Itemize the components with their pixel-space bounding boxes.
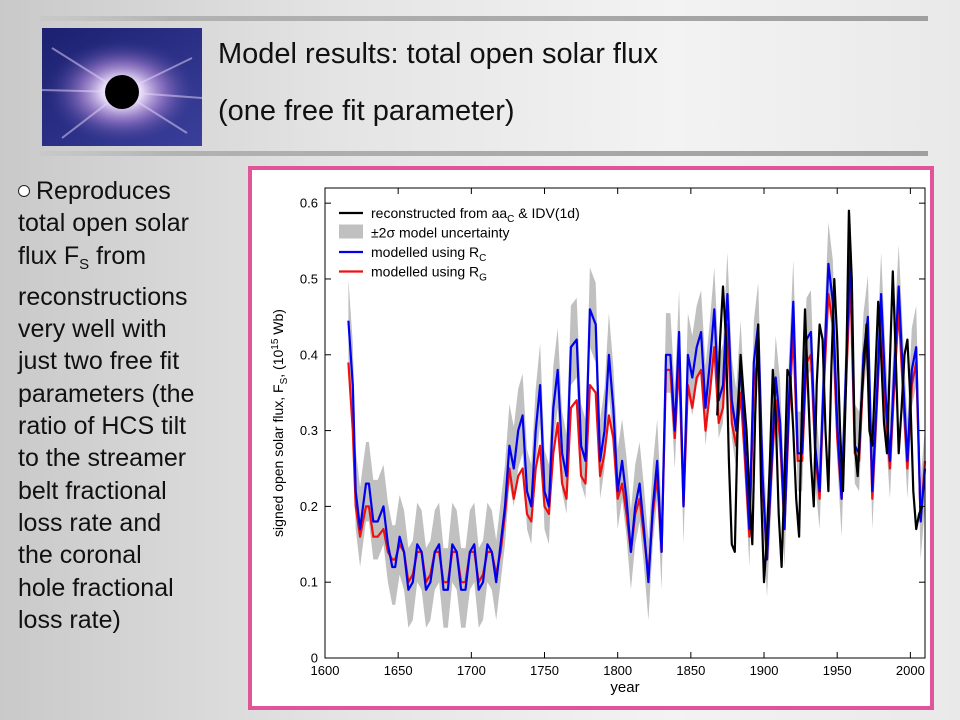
slide-title: Model results: total open solar flux (on… [218,26,918,140]
y-tick-label: 0 [311,651,318,666]
y-tick-label: 0.4 [300,347,318,362]
open-flux-chart: 1600 1650 1700 1750 1800 1850 1900 1950 2000 0 0.1… [270,187,927,696]
legend-label: reconstructed from aaC & IDV(1d) [371,205,580,225]
legend-label: ±2σ model uncertainty [371,225,510,241]
bullet-line: loss rate and [18,508,162,537]
legend-label-suffix: & IDV(1d) [514,205,579,221]
legend-label: modelled using RG [371,264,487,284]
x-tick-label: 1700 [457,663,486,678]
bullet-line: to the streamer [18,444,187,473]
title-rule-bottom [40,151,928,156]
flux-subscript: S [79,255,90,273]
x-tick-label: 1600 [311,663,340,678]
bullet-line: the coronal [18,541,142,570]
series-line [347,247,927,591]
bullet-line: total open solar [18,209,189,238]
legend-label-text: ±2σ model uncertainty [371,225,510,241]
bullet-line: loss rate) [18,605,121,634]
chart-frame: 1600 1650 1700 1750 1800 1850 1900 1950 2000 0 0.1… [248,166,934,710]
x-tick-label: 1800 [603,663,632,678]
bullet-line: just two free fit [18,347,180,376]
title-line-1: Model results: total open solar flux [218,38,659,70]
x-tick-label: 2000 [896,663,925,678]
bullet-line: Reproduces [36,177,171,205]
x-tick-label: 1900 [750,663,779,678]
bullet-line: reconstructions [18,282,188,311]
y-tick-label: 0.1 [300,575,318,590]
legend-label-subscript: C [479,253,486,264]
y-axis-label: signed open solar flux, FS, (1015 Wb) [270,309,290,537]
series-line [716,209,924,584]
x-tick-label: 1650 [384,663,413,678]
y-tick-label: 0.3 [300,423,318,438]
title-line-2: (one free fit parameter) [218,95,515,127]
corona-graphic [42,28,202,146]
bullet-line: very well with [18,315,167,344]
bullet-line: ratio of HCS tilt [18,412,187,441]
y-tick-label: 0.5 [300,271,318,286]
uncertainty-band [348,207,925,628]
y-axis-label-part: , (10 [270,350,286,378]
y-axis-label-part: signed open solar flux, F [270,384,286,537]
x-axis-label: year [610,679,639,696]
bullet-line: parameters (the [18,379,195,408]
y-axis-label-part: 15 [270,338,281,350]
legend-label-text: modelled using R [371,244,479,260]
legend-label-subscript: G [479,273,487,284]
legend-label: modelled using RC [371,244,486,264]
bullet-icon [18,185,30,197]
bullet-paragraph: Reproduces total open solar flux FS from… [18,175,250,636]
legend-label-text: modelled using R [371,264,479,280]
bullet-line: flux F [18,241,80,270]
y-axis-label-part: Wb) [270,309,286,339]
title-rule-top [40,16,928,21]
bullet-line: hole fractional [18,573,174,602]
y-tick-label: 0.6 [300,196,318,211]
bullet-line-suffix: from [89,241,147,270]
x-tick-label: 1850 [676,663,705,678]
solar-corona-image [42,28,202,146]
bullet-line: belt fractional [18,476,167,505]
x-tick-label: 1950 [823,663,852,678]
legend-label-subscript: C [507,214,514,225]
y-axis-label-part: S [279,377,290,384]
legend-label-text: reconstructed from aa [371,205,507,221]
legend-swatch-band [339,224,363,239]
x-tick-label: 1750 [530,663,559,678]
plot-area-box [324,187,926,659]
y-tick-label: 0.2 [300,499,318,514]
